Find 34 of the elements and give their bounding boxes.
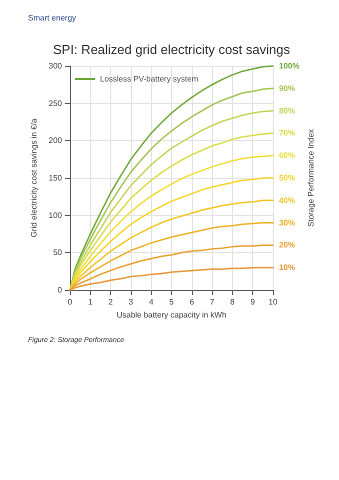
x-tick-label: 4 (148, 298, 154, 306)
x-tick-label: 7 (210, 298, 215, 306)
x-tick-label: 8 (230, 298, 236, 306)
x-tick-label: 2 (108, 298, 114, 306)
series-label: 80% (279, 106, 296, 116)
x-tick-label: 6 (190, 298, 195, 306)
y-tick-label: 50 (53, 248, 63, 258)
x-tick-label: 9 (250, 298, 256, 306)
series-label: 60% (279, 151, 296, 160)
y-axis-title: Grid electricity cost savings in €/a (29, 118, 38, 238)
series-label: 20% (279, 240, 296, 250)
y-tick-label: 250 (48, 98, 63, 108)
x-tick-label: 5 (169, 298, 174, 306)
x-tick-label: 1 (88, 298, 94, 306)
y2-axis-title: Storage Performance Index (306, 129, 316, 227)
series-label: 40% (279, 196, 296, 205)
chart-title: SPI: Realized grid electricity cost savings (53, 42, 290, 57)
series-label: 50% (279, 174, 296, 182)
series-label: 70% (279, 128, 296, 138)
series-label: 30% (279, 218, 296, 228)
y-tick-label: 200 (48, 136, 63, 146)
y-tick-label: 100 (48, 210, 63, 220)
y-tick-label: 0 (58, 286, 63, 294)
text: 100% (279, 62, 300, 70)
series-label: 90% (279, 84, 296, 93)
series-label: 10% (279, 263, 296, 272)
x-tick-label: 10 (268, 298, 278, 306)
x-tick-label: 0 (68, 298, 73, 306)
text: Smart energy (28, 14, 76, 22)
legend-label: Lossless PV-battery system (100, 74, 199, 84)
y-tick-label: 300 (48, 62, 63, 70)
y-tick-label: 150 (48, 174, 63, 182)
x-axis-title: Usable battery capacity in kWh (116, 310, 226, 320)
x-tick-label: 3 (128, 298, 134, 306)
